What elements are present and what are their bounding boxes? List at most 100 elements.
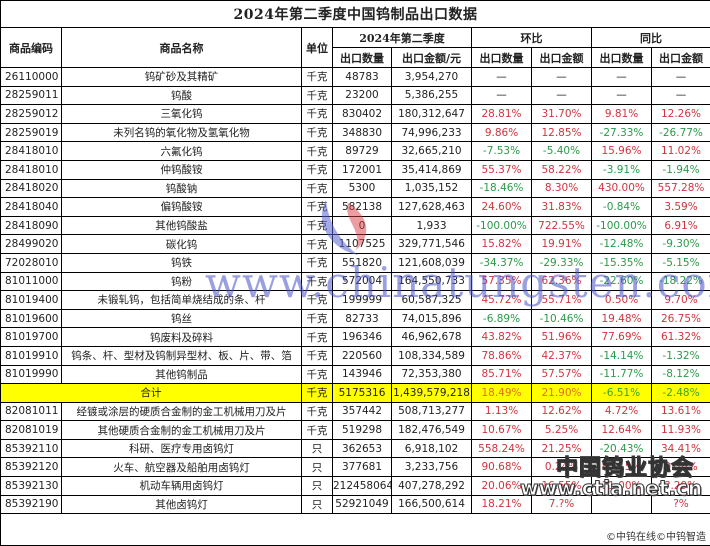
cell-yoy-qty: 11.00% xyxy=(592,477,652,496)
cell-qty: 830402 xyxy=(333,105,392,124)
cell-unit: 千克 xyxy=(302,272,333,291)
cell-qoq-amount: -29.33% xyxy=(532,253,592,272)
cell-code: 28418020 xyxy=(1,179,62,198)
cell-yoy-qty: -11.77% xyxy=(592,365,652,384)
cell-qty: 0 xyxy=(333,216,392,235)
cell-qty: 377681 xyxy=(333,458,392,477)
cell-qty: 199999 xyxy=(333,291,392,310)
cell-unit: 千克 xyxy=(302,402,333,421)
cell-qoq-amount: 12.62% xyxy=(532,402,592,421)
total-row: 合计 千克 5175316 1,439,579,218 18.49% 21.90… xyxy=(1,384,710,403)
cell-yoy-amount: 9.70% xyxy=(652,291,710,310)
cell-yoy-amount: ?.29% xyxy=(652,477,710,496)
cell-yoy-amount: 0.36% xyxy=(652,458,710,477)
cell-qoq-amount: 21.25% xyxy=(532,439,592,458)
cell-qoq-amount: -10.46% xyxy=(532,309,592,328)
table-title: 2024年第二季度中国钨制品出口数据 xyxy=(1,1,710,28)
cell-unit: 千克 xyxy=(302,365,333,384)
cell-amount: 407,278,292 xyxy=(392,477,472,496)
cell-unit: 只 xyxy=(302,439,333,458)
header-amount-yuan: 出口金额/元 xyxy=(392,48,472,68)
total-yoy-qty: -6.51% xyxy=(592,384,652,403)
cell-qoq-amount: 12.85% xyxy=(532,123,592,142)
cell-yoy-amount: 11.93% xyxy=(652,421,710,440)
cell-yoy-amount: 26.75% xyxy=(652,309,710,328)
cell-yoy-qty: -0.84% xyxy=(592,198,652,217)
cell-name: 火车、航空器及船舶用卤钨灯 xyxy=(62,458,302,477)
header-period: 2024年第二季度 xyxy=(333,28,472,48)
header-qoq-amount: 出口金额 xyxy=(532,48,592,68)
cell-yoy-amount: 11.02% xyxy=(652,142,710,161)
cell-yoy-amount: 34.41% xyxy=(652,439,710,458)
cell-name: 未锻轧钨，包括简单烧结成的条、杆 xyxy=(62,291,302,310)
cell-name: 仲钨酸铵 xyxy=(62,160,302,179)
cell-yoy-qty: 430.00% xyxy=(592,179,652,198)
cell-qoq-qty: 1.13% xyxy=(472,402,532,421)
cell-qoq-amount: 31.83% xyxy=(532,198,592,217)
cell-amount: 329,771,546 xyxy=(392,235,472,254)
cell-amount: 166,500,614 xyxy=(392,495,472,514)
cell-name: 其他钨制品 xyxy=(62,365,302,384)
cell-yoy-qty: 77.69% xyxy=(592,328,652,347)
cell-unit: 千克 xyxy=(302,179,333,198)
cell-yoy-qty: 85.15% xyxy=(592,458,652,477)
cell-yoy-qty: 12.64% xyxy=(592,421,652,440)
cell-yoy-amount: — xyxy=(652,68,710,87)
cell-code: 81019700 xyxy=(1,328,62,347)
cell-unit: 千克 xyxy=(302,105,333,124)
cell-unit: 千克 xyxy=(302,328,333,347)
cell-yoy-qty: -20.43% xyxy=(592,439,652,458)
header-qoq-qty: 出口数量 xyxy=(472,48,532,68)
cell-qoq-amount: 19.91% xyxy=(532,235,592,254)
cell-qoq-qty: 10.67% xyxy=(472,421,532,440)
cell-name: 钨酸钠 xyxy=(62,179,302,198)
cell-qoq-amount: 16.55% xyxy=(532,477,592,496)
cell-yoy-qty: -15.35% xyxy=(592,253,652,272)
cell-code: 82081011 xyxy=(1,402,62,421)
cell-qty: 89729 xyxy=(333,142,392,161)
cell-code: 28499020 xyxy=(1,235,62,254)
cell-yoy-amount: 13.61% xyxy=(652,402,710,421)
cell-qty: 5300 xyxy=(333,179,392,198)
cell-code: 28418040 xyxy=(1,198,62,217)
cell-unit: 千克 xyxy=(302,346,333,365)
cell-name: 钨铁 xyxy=(62,253,302,272)
cell-code: 28418090 xyxy=(1,216,62,235)
total-yoy-amount: -2.48% xyxy=(652,384,710,403)
cell-qoq-amount: 31.70% xyxy=(532,105,592,124)
cell-amount: 1,035,152 xyxy=(392,179,472,198)
cell-qoq-amount: 58.22% xyxy=(532,160,592,179)
cell-qoq-amount: 55.71% xyxy=(532,291,592,310)
cell-qty: 582138 xyxy=(333,198,392,217)
cell-unit: 千克 xyxy=(302,309,333,328)
cell-code: 81019990 xyxy=(1,365,62,384)
cell-name: 钨废料及碎料 xyxy=(62,328,302,347)
cell-unit: 千克 xyxy=(302,291,333,310)
cell-yoy-qty: -27.33% xyxy=(592,123,652,142)
copyright-footer: ©中钨在线©中钨智造 xyxy=(1,514,710,546)
cell-code: 28259019 xyxy=(1,123,62,142)
cell-name: 机动车辆用卤钨灯 xyxy=(62,477,302,496)
cell-qty: 572004 xyxy=(333,272,392,291)
cell-qty: 1107525 xyxy=(333,235,392,254)
header-qty: 出口数量 xyxy=(333,48,392,68)
cell-qty: 519298 xyxy=(333,421,392,440)
cell-name: 钨粉 xyxy=(62,272,302,291)
cell-name: 偏钨酸铵 xyxy=(62,198,302,217)
cell-yoy-qty: 9.81% xyxy=(592,105,652,124)
cell-amount: 3,233,756 xyxy=(392,458,472,477)
cell-unit: 千克 xyxy=(302,235,333,254)
cell-code: 81019400 xyxy=(1,291,62,310)
cell-qty: 48783 xyxy=(333,68,392,87)
cell-qoq-qty: -7.53% xyxy=(472,142,532,161)
cell-unit: 只 xyxy=(302,477,333,496)
